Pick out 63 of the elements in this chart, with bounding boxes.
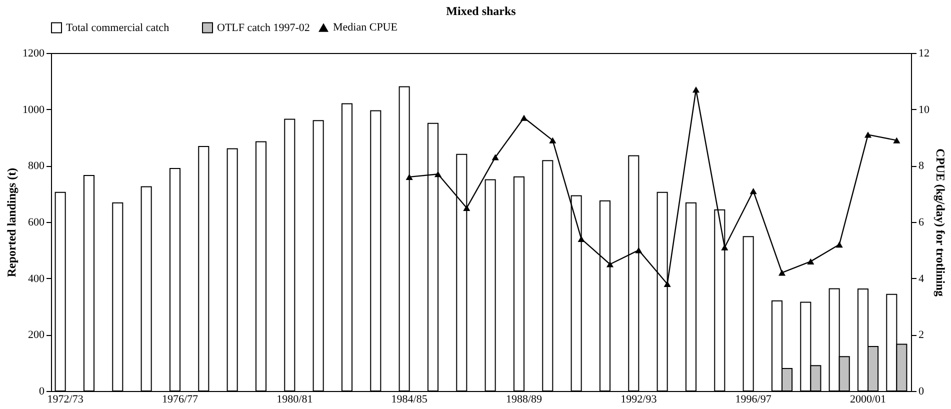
point (606, 261, 614, 268)
x-tick-label: 1996/97 (735, 394, 772, 406)
x-tick-label: 1980/81 (276, 394, 313, 406)
bar (83, 175, 94, 392)
point (549, 137, 556, 144)
x-tick-label: 2000/01 (850, 394, 886, 406)
bar (140, 186, 152, 392)
y-tick-label: 400 (28, 272, 45, 285)
bar (370, 110, 382, 392)
point (434, 171, 442, 178)
point (807, 258, 814, 264)
y-tick-label: 800 (28, 160, 45, 172)
point (893, 137, 900, 144)
bar (284, 118, 296, 392)
y-tick-label: 1200 (22, 48, 45, 60)
bar (742, 236, 754, 392)
y2-tick-label: 4 (918, 272, 924, 285)
point (406, 174, 413, 180)
bar (54, 192, 66, 392)
bar (685, 202, 696, 392)
legend-label: Total commercial catch (66, 22, 170, 34)
point (492, 154, 499, 160)
point (750, 188, 757, 194)
bar (341, 103, 352, 392)
point (721, 244, 728, 250)
y2-tick-label: 0 (918, 386, 924, 398)
bar (226, 148, 238, 392)
point (864, 132, 872, 138)
point (778, 270, 786, 276)
y-tick-label: 200 (28, 329, 45, 342)
bar (169, 168, 180, 392)
bar (255, 141, 266, 392)
y2-tick-label: 10 (918, 104, 930, 116)
y2-tick-label: 12 (918, 48, 930, 60)
bar (112, 202, 124, 392)
point (836, 241, 843, 248)
bar (542, 160, 554, 392)
y-tick-label: 600 (28, 216, 45, 228)
y2-tick-label: 2 (918, 329, 924, 342)
y2-tick-label: 8 (918, 160, 924, 172)
bar (312, 120, 324, 392)
point (520, 114, 528, 121)
x-tick-label: 1972/73 (47, 394, 84, 406)
chart-title: Mixed sharks (446, 4, 516, 18)
point (463, 204, 470, 211)
x-tick-label: 1976/77 (162, 394, 199, 406)
legend-label: OTLF catch 1997-02 (217, 22, 310, 34)
point (692, 86, 700, 93)
legend-label: Median CPUE (333, 22, 398, 34)
y-tick-label: 1000 (22, 104, 45, 116)
y-tick-label: 0 (39, 386, 45, 398)
y2-tick-label: 6 (918, 216, 924, 228)
bar (398, 86, 410, 392)
x-tick-label: 1992/93 (620, 394, 658, 406)
bar (513, 176, 524, 392)
y-axis-title: Reported landings (t) (4, 168, 18, 278)
point (635, 247, 642, 254)
y2-axis-title: CPUE (kg/day) for trotlining (934, 148, 948, 296)
point (578, 236, 585, 242)
x-tick-label: 1984/85 (391, 394, 428, 406)
x-tick-label: 1988/89 (506, 394, 543, 406)
point (664, 280, 671, 288)
bar (198, 146, 210, 392)
